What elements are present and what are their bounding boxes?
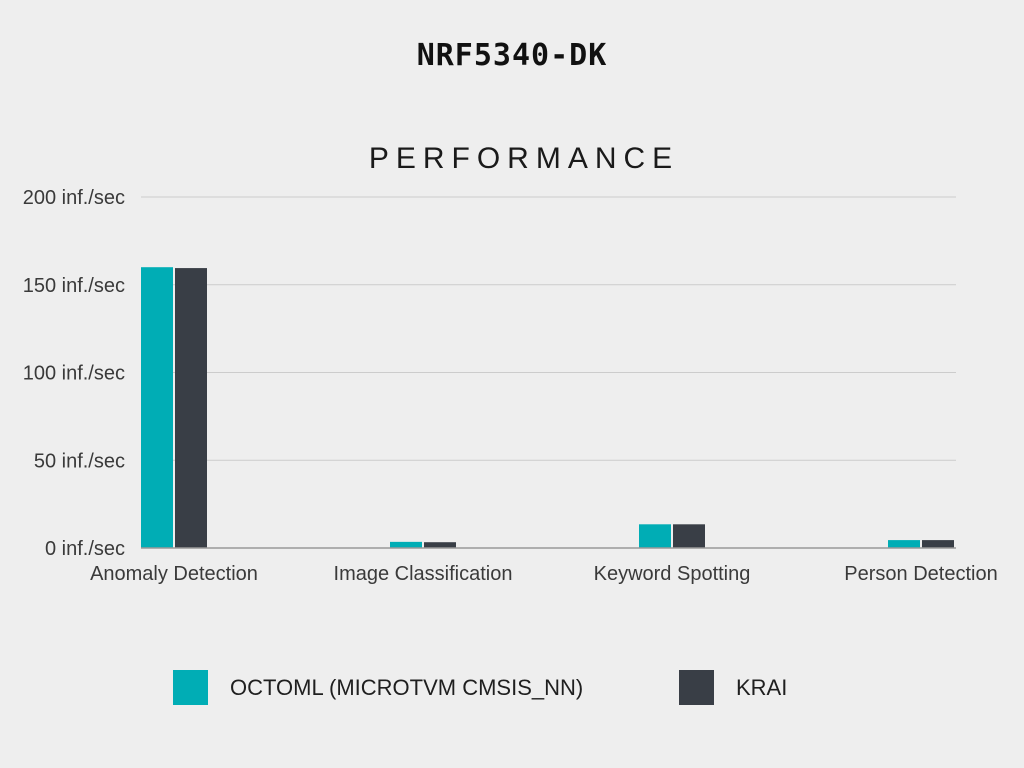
legend-swatch-krai: [679, 670, 714, 705]
bar-octoml: [390, 541, 422, 548]
legend-item-krai: KRAI: [679, 670, 787, 705]
y-tick-label: 200 inf./sec: [23, 187, 125, 209]
bar-octoml: [639, 524, 671, 548]
legend-label-krai: KRAI: [736, 674, 788, 700]
bar-chart: 0 inf./sec 50 inf./sec 100 inf./sec 150 inf…: [23, 187, 998, 585]
legend-label-octoml: OCTOML (MICROTVM CMSIS_NN): [230, 674, 584, 700]
bar-krai: [424, 542, 456, 548]
y-tick-label: 50 inf./sec: [34, 450, 125, 472]
bar-krai: [175, 268, 207, 548]
x-category-label: Person Detection: [844, 563, 997, 585]
x-category-label: Anomaly Detection: [90, 563, 258, 585]
page-title: NRF5340-DK: [416, 38, 608, 73]
legend-item-octoml: OCTOML (MICROTVM CMSIS_NN): [173, 670, 583, 705]
legend: OCTOML (MICROTVM CMSIS_NN) KRAI: [0, 670, 1024, 710]
bar-octoml: [888, 540, 920, 548]
y-tick-label: 150 inf./sec: [23, 275, 125, 297]
x-category-label: Image Classification: [334, 563, 513, 585]
bar-krai: [673, 524, 705, 548]
legend-swatch-octoml: [173, 670, 208, 705]
bar-krai: [922, 540, 954, 548]
x-category-label: Keyword Spotting: [594, 563, 751, 585]
y-tick-label: 100 inf./sec: [23, 363, 125, 385]
chart-title: PERFORMANCE: [368, 142, 680, 175]
y-tick-label: 0 inf./sec: [45, 538, 125, 560]
bar-octoml: [141, 267, 173, 548]
